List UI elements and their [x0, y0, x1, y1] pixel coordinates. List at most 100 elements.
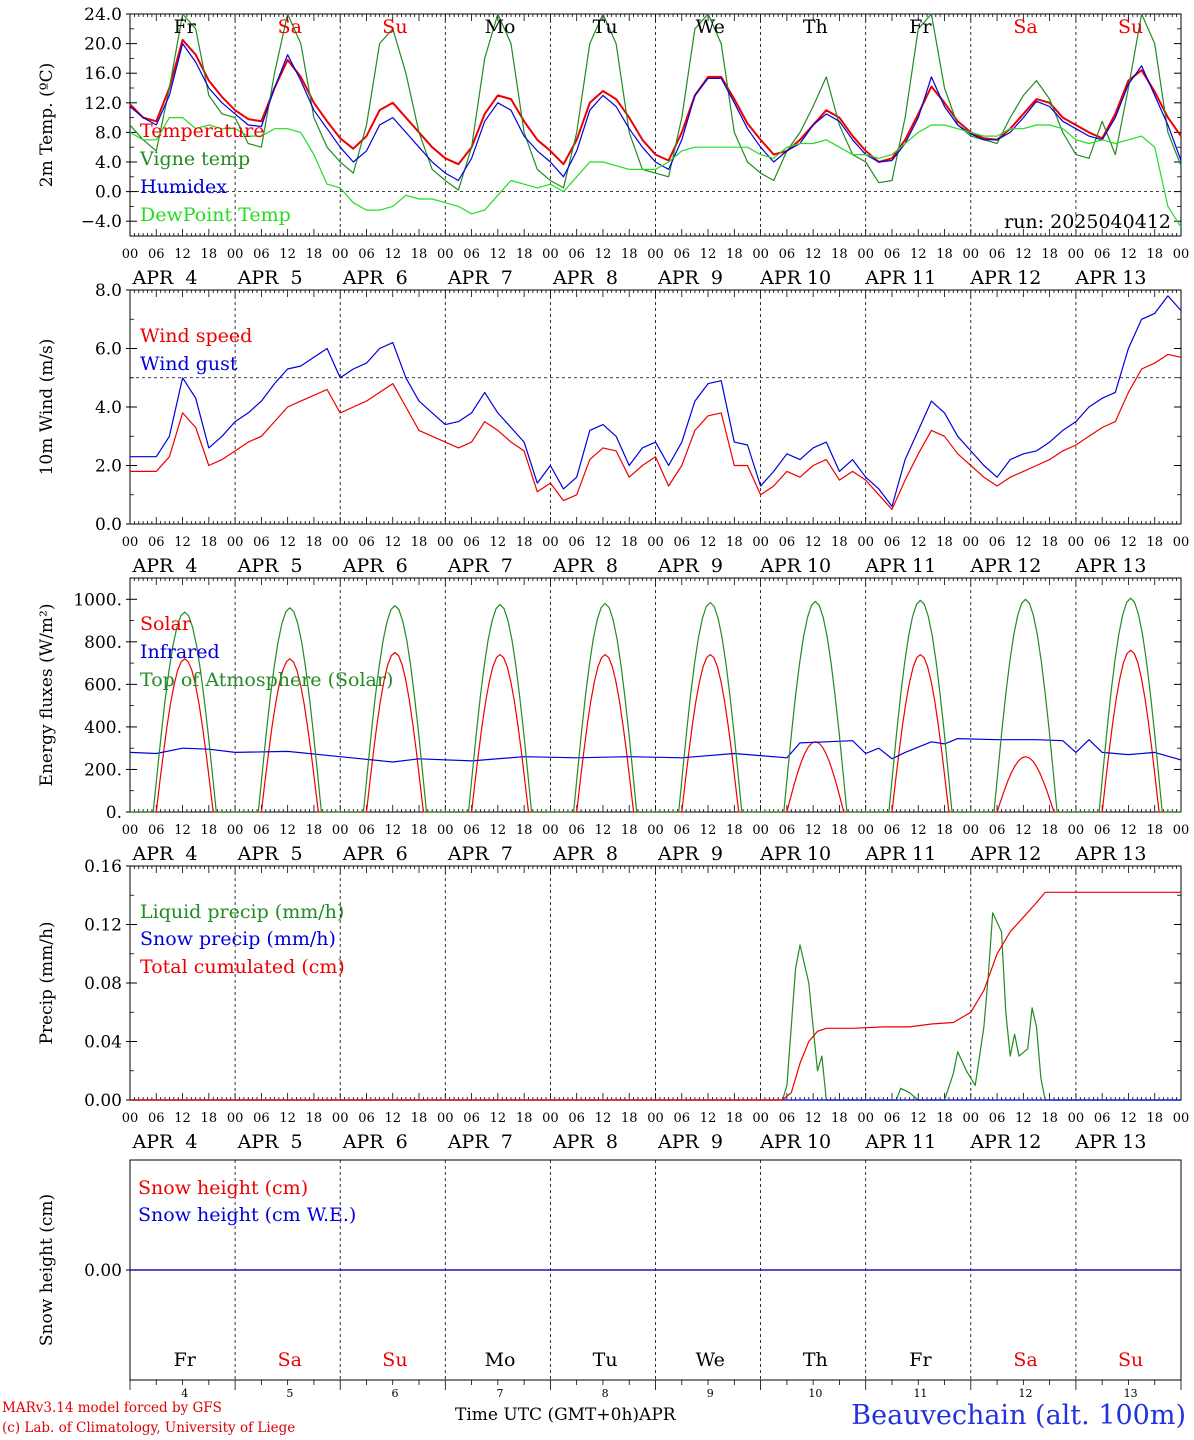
y-tick-label: 4.0 [95, 398, 122, 418]
x-date-label: APR 4 [132, 555, 198, 577]
day-number: 11 [913, 1387, 927, 1400]
x-hour-label: 18 [936, 823, 953, 838]
x-hour-label: 06 [884, 823, 901, 838]
legend-entry: Wind gust [140, 353, 238, 375]
x-hour-label: 12 [595, 535, 612, 550]
x-hour-label: 00 [437, 247, 454, 262]
x-hour-label: 06 [568, 1111, 585, 1126]
x-hour-label: 18 [201, 823, 218, 838]
x-hour-label: 12 [174, 823, 191, 838]
x-hour-label: 00 [542, 1111, 559, 1126]
day-name: Fr [909, 1349, 932, 1371]
day-name: Su [382, 16, 407, 38]
x-hour-label: 06 [358, 247, 375, 262]
series-line-dewpoint-temp [129, 117, 1182, 228]
y-tick-label: 0.0 [95, 183, 122, 203]
x-date-label: APR 9 [657, 843, 723, 865]
y-tick-label: 24.0 [84, 5, 122, 25]
x-hour-label: 18 [726, 823, 743, 838]
x-date-label: APR 4 [132, 267, 198, 289]
x-hour-label: 12 [490, 247, 507, 262]
x-date-label: APR 8 [552, 555, 618, 577]
x-hour-label: 18 [1041, 247, 1058, 262]
day-name: Tu [593, 16, 618, 38]
series-line-wind-gust [130, 295, 1182, 507]
x-hour-label: 18 [621, 247, 638, 262]
x-hour-label: 12 [1120, 823, 1137, 838]
x-hour-label: 00 [1068, 247, 1085, 262]
x-hour-label: 12 [279, 247, 296, 262]
y-tick-label: 0.00 [84, 1091, 122, 1111]
x-hour-label: 12 [1120, 247, 1137, 262]
y-tick-label: 12.0 [84, 94, 122, 114]
x-hour-label: 06 [779, 247, 796, 262]
x-hour-label: 00 [122, 1111, 139, 1126]
series-line-liquid-precip-mm-h- [130, 912, 1181, 1101]
y-tick-label: 0.08 [84, 974, 122, 994]
x-hour-label: 00 [227, 247, 244, 262]
x-hour-label: 06 [463, 535, 480, 550]
y-tick-label: 200. [84, 760, 122, 780]
y-tick-label: 8.0 [95, 123, 122, 143]
legend-entry: DewPoint Temp [140, 204, 291, 226]
panel-1: 24.0 20.0 16.0 12.0 8.0 4.0 0.0 −4.0 2m Temp. (º… [37, 5, 1189, 289]
x-date-label: APR 5 [237, 1131, 303, 1153]
x-hour-label: 12 [805, 1111, 822, 1126]
day-number: 4 [181, 1387, 188, 1400]
x-date-label: APR 11 [864, 843, 936, 865]
x-hour-label: 12 [279, 1111, 296, 1126]
x-hour-label: 06 [568, 535, 585, 550]
x-date-label: APR 12 [969, 555, 1041, 577]
day-name: We [696, 1349, 725, 1371]
x-hour-label: 12 [490, 823, 507, 838]
x-date-label: APR 7 [447, 1131, 513, 1153]
x-hour-label: 18 [621, 1111, 638, 1126]
series-line-top-of-atmosphere-solar- [130, 597, 1181, 813]
x-date-label: APR 6 [342, 267, 408, 289]
x-hour-label: 18 [1146, 1111, 1163, 1126]
legend-entry: Top of Atmosphere (Solar) [140, 669, 393, 691]
x-hour-label: 18 [306, 1111, 323, 1126]
model-credit: MARv3.14 model forced by GFS [2, 1400, 222, 1416]
x-date-label: APR 6 [342, 555, 408, 577]
x-date-label: APR 7 [447, 843, 513, 865]
y-tick-label: 2.0 [95, 457, 122, 477]
x-hour-label: 18 [411, 247, 428, 262]
x-hour-label: 00 [752, 247, 769, 262]
x-hour-label: 00 [857, 823, 874, 838]
x-hour-label: 12 [384, 1111, 401, 1126]
x-hour-label: 06 [148, 823, 165, 838]
x-hour-label: 12 [279, 535, 296, 550]
legend-entry: Liquid precip (mm/h) [140, 901, 344, 923]
x-hour-label: 00 [542, 535, 559, 550]
x-date-label: APR 9 [657, 555, 723, 577]
day-name: Mo [485, 1349, 516, 1371]
x-hour-label: 06 [253, 823, 270, 838]
x-hour-label: 12 [700, 535, 717, 550]
x-hour-label: 18 [1146, 247, 1163, 262]
x-hour-label: 06 [568, 823, 585, 838]
x-date-label: APR 5 [237, 843, 303, 865]
y-axis-label: 2m Temp. (ºC) [37, 63, 57, 188]
y-tick-label: 20.0 [84, 35, 122, 55]
run-annotation: run: 2025040412 [1004, 211, 1171, 233]
day-name: Su [382, 1349, 407, 1371]
x-axis-title: Time UTC (GMT+0h)APR [455, 1405, 676, 1425]
x-hour-label: 00 [1068, 823, 1085, 838]
x-hour-label: 18 [411, 823, 428, 838]
x-hour-label: 06 [253, 535, 270, 550]
x-hour-label: 12 [279, 823, 296, 838]
x-hour-label: 06 [779, 535, 796, 550]
day-name: We [696, 16, 725, 38]
x-hour-label: 12 [490, 1111, 507, 1126]
legend-entry: Snow precip (mm/h) [140, 928, 336, 950]
x-hour-label: 00 [227, 535, 244, 550]
legend-entry: Temperature [140, 120, 264, 142]
day-name: Fr [909, 16, 932, 38]
x-hour-label: 12 [700, 247, 717, 262]
x-hour-label: 12 [595, 247, 612, 262]
x-hour-label: 06 [148, 1111, 165, 1126]
x-hour-label: 06 [463, 247, 480, 262]
x-hour-label: 18 [621, 535, 638, 550]
